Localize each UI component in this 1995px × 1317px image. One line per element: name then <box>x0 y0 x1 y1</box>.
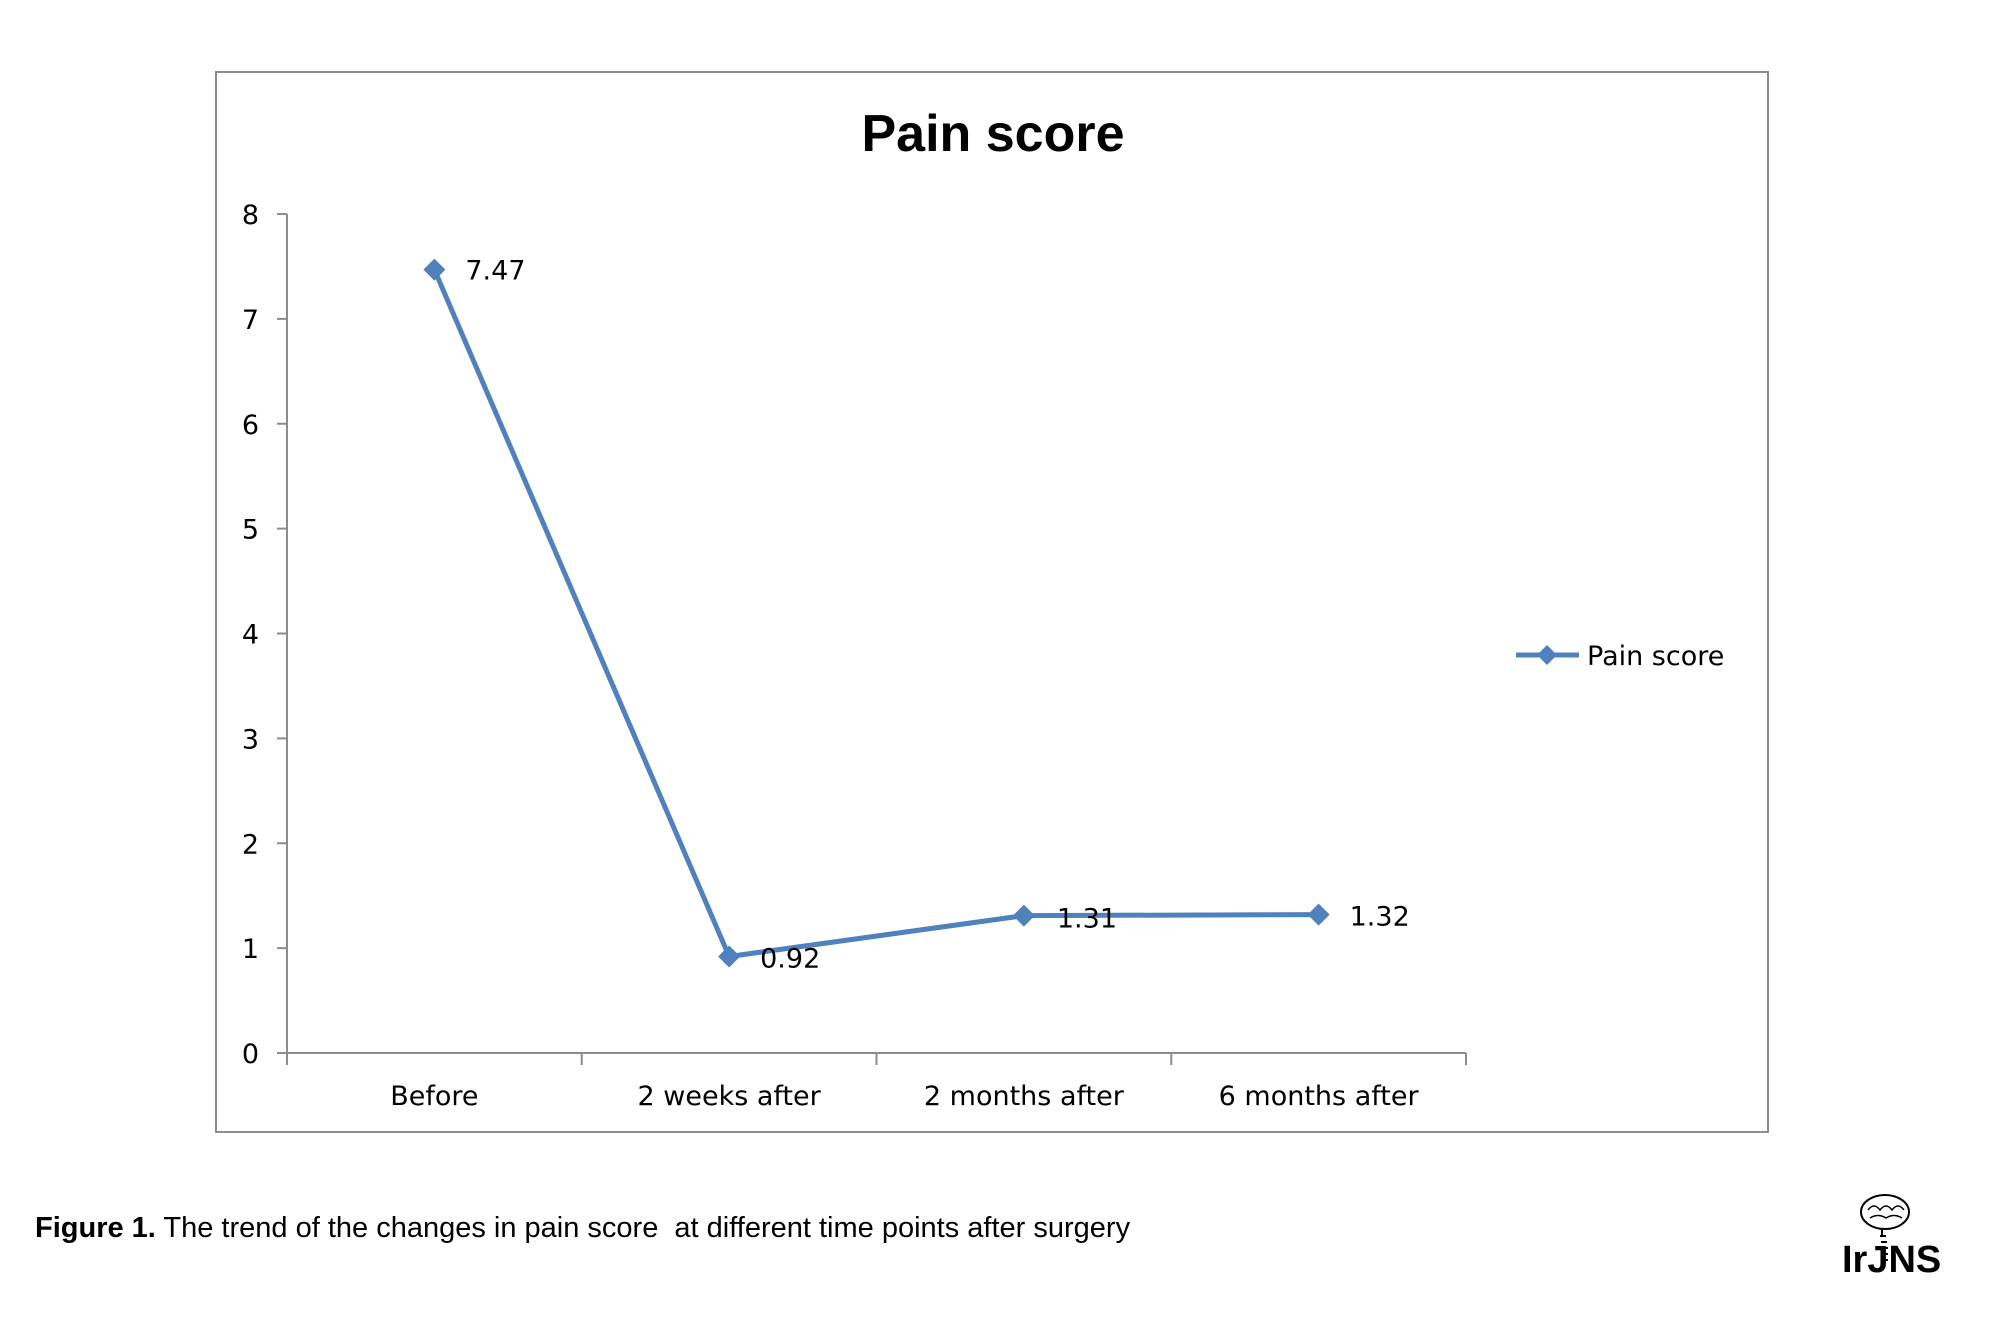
y-tick-label: 4 <box>242 620 259 651</box>
y-tick-label: 6 <box>242 410 259 441</box>
x-tick-label: Before <box>390 1081 478 1112</box>
y-tick-label: 2 <box>242 829 259 860</box>
data-point <box>1307 903 1330 926</box>
data-label: 1.32 <box>1350 902 1410 933</box>
series-pain-score <box>423 258 1330 968</box>
x-tick-label: 2 months after <box>924 1081 1125 1112</box>
y-tick-label: 1 <box>242 934 259 965</box>
y-tick-label: 3 <box>242 724 259 755</box>
data-point <box>718 945 741 968</box>
figure-caption: Figure 1. The trend of the changes in pa… <box>35 1212 1130 1245</box>
logo-text: IrJNS <box>1842 1239 1941 1276</box>
chart-title: Pain score <box>861 105 1124 163</box>
caption-text: The trend of the changes in pain score a… <box>155 1212 1131 1244</box>
legend-label: Pain score <box>1587 641 1724 672</box>
x-tick-label: 6 months after <box>1219 1081 1420 1112</box>
series-line <box>432 268 1319 960</box>
caption-label: Figure 1. <box>35 1212 156 1244</box>
y-tick-label: 8 <box>242 200 259 231</box>
data-label: 7.47 <box>465 256 525 287</box>
y-axis-ticks: 0 1 2 3 4 5 6 7 8 <box>242 200 287 1070</box>
chart-frame: Pain score 0 1 2 3 4 5 6 7 8 Before 2 weeks after… <box>215 71 1769 1133</box>
y-tick-label: 0 <box>242 1039 259 1070</box>
data-point <box>423 258 446 281</box>
line-chart: Pain score 0 1 2 3 4 5 6 7 8 Before 2 weeks after… <box>242 105 1725 1112</box>
data-label: 1.31 <box>1057 904 1117 935</box>
data-label: 0.92 <box>760 944 820 975</box>
data-labels: 7.47 0.92 1.31 1.32 <box>465 256 1409 975</box>
legend: Pain score <box>1516 641 1724 672</box>
legend-marker <box>1537 645 1557 665</box>
journal-logo: IrJNS <box>1840 1192 1950 1281</box>
y-tick-label: 5 <box>242 515 259 546</box>
y-tick-label: 7 <box>242 305 259 336</box>
brain-spine-logo-icon: IrJNS <box>1842 1194 1941 1281</box>
x-tick-label: 2 weeks after <box>638 1081 822 1112</box>
x-axis-ticks: Before 2 weeks after 2 months after 6 month… <box>286 1053 1467 1112</box>
data-point <box>1012 904 1035 927</box>
